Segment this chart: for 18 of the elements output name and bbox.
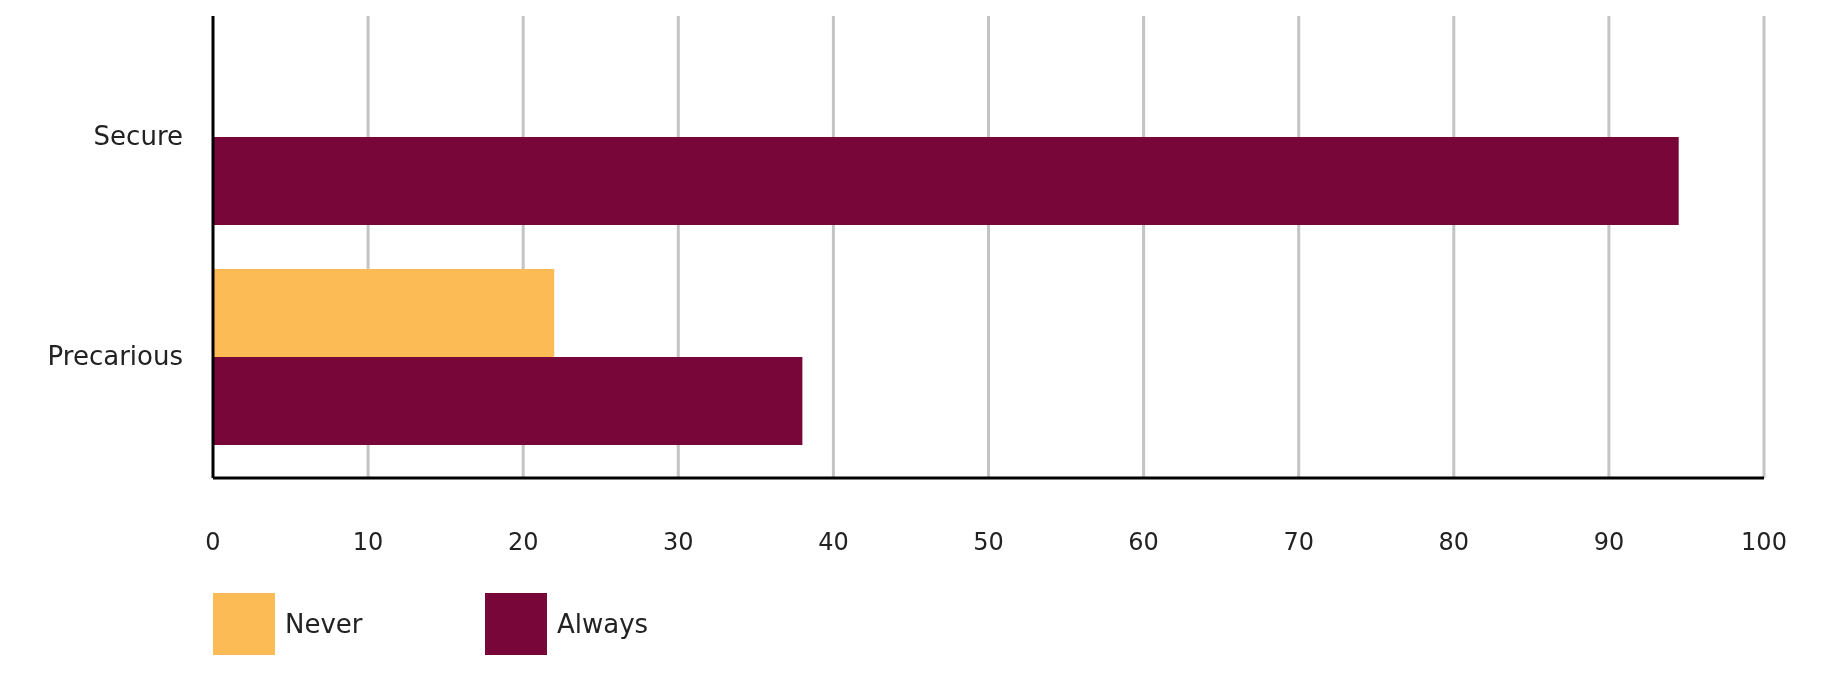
x-tick-label: 10 [352,528,384,556]
y-tick-label: Precarious [47,340,183,371]
x-tick-label: 60 [1128,528,1159,556]
x-tick-label: 30 [663,528,694,556]
x-tick-label: 100 [1741,528,1787,556]
x-tick-label: 0 [205,528,221,556]
bar [213,137,1679,225]
legend-label: Always [557,608,649,639]
legend-label: Never [285,608,363,639]
x-tick-label: 20 [507,528,539,556]
bar [213,269,555,357]
x-tick-label: 50 [973,528,1004,556]
y-tick-label: Secure [93,120,183,151]
x-tick-label: 80 [1438,528,1470,556]
bar [213,357,803,445]
x-tick-label: 40 [818,528,849,556]
x-tick-label: 70 [1283,528,1314,556]
x-tick-label: 90 [1593,528,1625,556]
